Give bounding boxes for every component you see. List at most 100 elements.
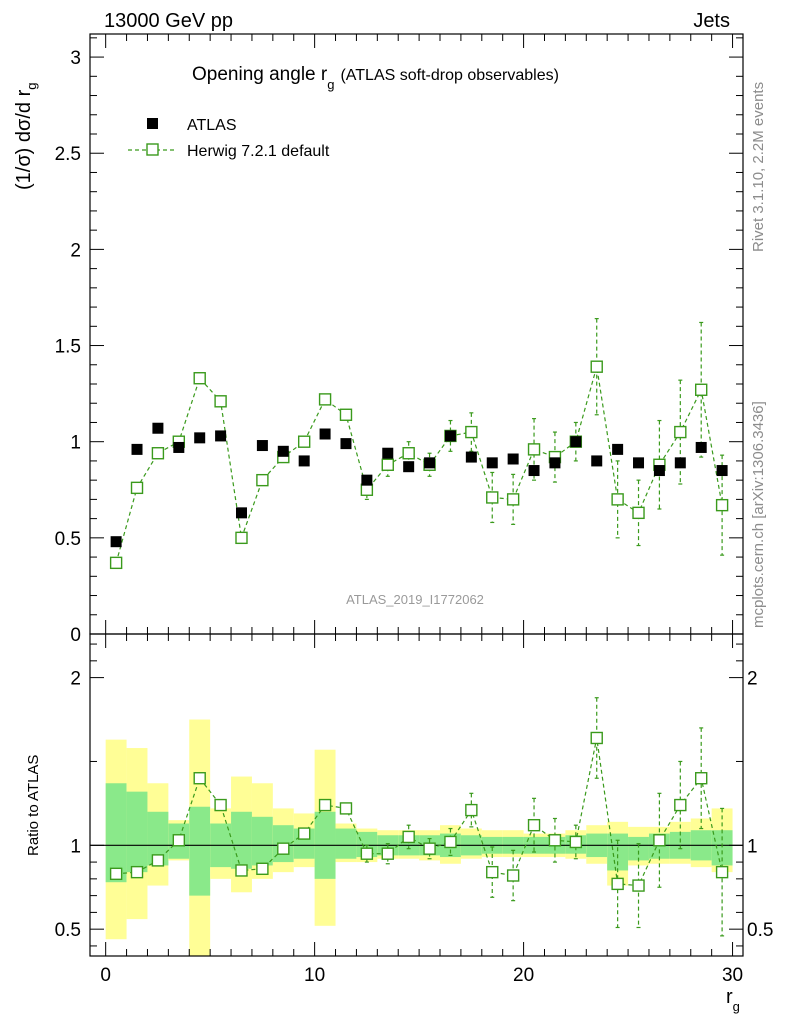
main-ytick-label: 3 <box>70 48 81 69</box>
ratio-ytick-label: 1 <box>70 836 81 857</box>
main-ytick-label: 1.5 <box>55 337 81 358</box>
ratio-herwig-point <box>444 835 457 849</box>
main-ytick-label: 2.5 <box>55 144 81 165</box>
atlas-point <box>465 451 477 463</box>
xtick-label: 20 <box>513 965 534 986</box>
atlas-point <box>215 430 227 442</box>
herwig-point <box>360 483 374 496</box>
herwig-point <box>590 360 603 373</box>
ratio-herwig-point <box>486 865 499 879</box>
ratio-herwig-point <box>360 847 374 860</box>
ratio-band-inner <box>189 806 211 896</box>
ratio-herwig-point <box>130 865 144 879</box>
ratio-ytick-label: 0.5 <box>55 920 81 941</box>
ratio-herwig-point <box>193 772 206 785</box>
header-left: 13000 GeV pp <box>104 10 233 32</box>
herwig-point <box>339 408 353 421</box>
atlas-point <box>277 445 289 457</box>
ratio-herwig-point <box>381 847 394 860</box>
atlas-point <box>570 436 582 448</box>
atlas-point <box>110 536 122 548</box>
ratio-band-inner <box>335 828 357 859</box>
herwig-point <box>297 435 311 448</box>
chart-title-sub: g <box>327 77 334 92</box>
ratio-bands <box>90 719 743 956</box>
atlas-point <box>528 465 540 477</box>
ratio-herwig-point <box>590 731 603 745</box>
atlas-point <box>424 457 436 469</box>
herwig-point <box>506 493 520 506</box>
legend-marker-atlas <box>147 118 158 129</box>
header-right: Jets <box>693 10 730 32</box>
ratio-herwig-point <box>506 869 520 882</box>
main-y-axis-label: (1/σ) dσ/d rg <box>13 83 39 191</box>
analysis-watermark: ATLAS_2019_I1772062 <box>346 592 484 607</box>
ratio-ytick-label-right: 1 <box>747 836 758 857</box>
herwig-point <box>151 447 165 460</box>
ratio-herwig-point <box>465 803 478 817</box>
ratio-band-inner <box>231 811 252 869</box>
x-axis-label: rg <box>726 986 740 1014</box>
ratio-herwig-line <box>116 737 723 887</box>
main-ytick-label: 1 <box>70 433 81 454</box>
atlas-point <box>361 474 373 486</box>
herwig-point <box>465 425 478 439</box>
plot-frames <box>89 33 744 957</box>
chart-title-tail: (ATLAS soft-drop observables) <box>340 67 558 84</box>
ratio-band-inner <box>105 783 127 883</box>
ratio-herwig-point <box>277 842 290 855</box>
ratio-herwig-point <box>214 798 227 812</box>
herwig-point <box>402 447 415 460</box>
chart-title-main: Opening angle r <box>192 64 328 85</box>
ratio-herwig-point <box>109 867 123 881</box>
ratio-herwig-point <box>695 772 708 785</box>
ratio-herwig-point <box>569 835 583 849</box>
xtick-label: 30 <box>722 965 743 986</box>
legend: ATLAS Herwig 7.2.1 default <box>128 117 330 160</box>
rivet-label: Rivet 3.1.10, 2.2M events <box>750 82 767 252</box>
ratio-herwig-point <box>548 834 562 847</box>
ratio-herwig-point <box>339 802 353 815</box>
atlas-point <box>591 455 603 467</box>
atlas-point <box>695 441 707 453</box>
ratio-herwig-point <box>674 798 687 812</box>
atlas-point <box>382 447 394 459</box>
x-axis-label-sub: g <box>733 999 740 1014</box>
atlas-point <box>235 507 247 519</box>
ratio-herwig-point <box>611 877 624 891</box>
ratio-band-inner <box>628 836 649 861</box>
herwig-point <box>235 531 248 545</box>
atlas-point <box>633 457 645 469</box>
herwig-point <box>109 556 123 570</box>
ratio-band-inner <box>711 830 733 866</box>
atlas-point <box>173 441 185 453</box>
ratio-panel-data <box>109 697 729 937</box>
ratio-herwig-point <box>235 864 248 877</box>
legend-marker-herwig <box>146 143 159 156</box>
x-axis-label-main: r <box>726 986 733 1008</box>
atlas-point <box>194 432 206 444</box>
legend-label-atlas: ATLAS <box>187 117 237 134</box>
herwig-point <box>193 372 206 385</box>
ratio-y-axis-label: Ratio to ATLAS <box>25 755 42 856</box>
atlas-point <box>612 443 624 455</box>
atlas-point <box>444 430 456 442</box>
atlas-point <box>152 422 164 434</box>
herwig-point <box>486 491 499 504</box>
chart-title: Opening angle rg (ATLAS soft-drop observa… <box>192 64 559 92</box>
herwig-point <box>611 493 624 506</box>
herwig-point <box>674 425 687 439</box>
ratio-herwig-point <box>653 834 666 847</box>
atlas-point <box>131 443 143 455</box>
ratio-herwig-point <box>172 834 186 847</box>
herwig-point <box>256 473 269 487</box>
main-ytick-label: 0.5 <box>55 529 81 550</box>
mcplots-label: mcplots.cern.ch [arXiv:1306.3436] <box>750 401 767 628</box>
herwig-point <box>632 506 645 520</box>
herwig-line <box>115 366 723 564</box>
main-panel-data <box>109 318 729 570</box>
herwig-point <box>318 393 332 406</box>
ratio-band-inner <box>147 811 169 866</box>
